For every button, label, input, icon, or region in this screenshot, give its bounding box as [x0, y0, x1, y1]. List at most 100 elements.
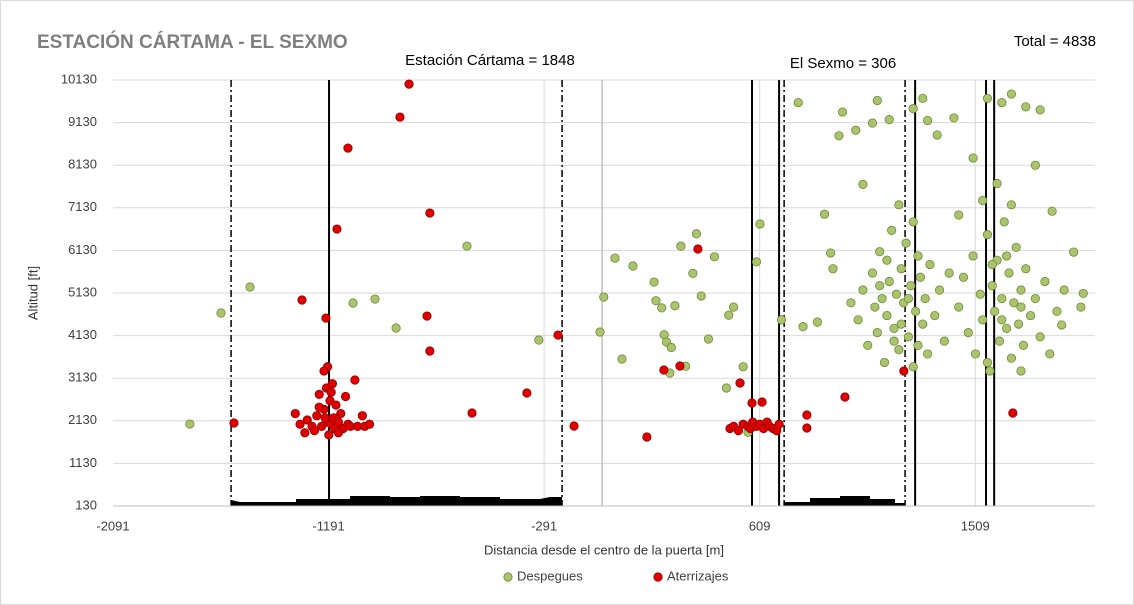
- point: [776, 315, 787, 325]
- point: [840, 392, 850, 402]
- point: [628, 261, 638, 271]
- point: [1021, 102, 1031, 112]
- x-tick-label: 609: [749, 518, 771, 533]
- point: [1009, 298, 1019, 308]
- point: [982, 93, 993, 103]
- point: [922, 115, 933, 126]
- y-tick-label: 3130: [68, 370, 97, 385]
- point: [944, 268, 954, 278]
- point: [1004, 268, 1014, 278]
- point: [1006, 89, 1017, 99]
- point: [913, 251, 923, 261]
- point: [728, 302, 739, 312]
- point: [357, 411, 367, 421]
- point: [997, 315, 1007, 325]
- point: [343, 143, 353, 153]
- point: [894, 200, 904, 210]
- point: [867, 118, 878, 128]
- x-axis-label: Distancia desde el centro de la puerta […: [484, 542, 724, 557]
- point: [968, 153, 978, 163]
- point: [975, 289, 985, 299]
- point: [340, 391, 351, 402]
- point: [610, 253, 620, 263]
- point: [908, 362, 918, 372]
- y-tick-label: 130: [75, 497, 97, 512]
- point: [1002, 323, 1012, 333]
- point: [691, 229, 702, 239]
- point: [599, 292, 609, 302]
- point: [863, 340, 873, 350]
- point: [404, 79, 414, 89]
- point: [968, 251, 978, 261]
- point: [882, 255, 892, 265]
- point: [970, 349, 981, 359]
- point: [1025, 310, 1036, 321]
- point: [675, 361, 685, 371]
- point: [872, 328, 882, 338]
- point: [858, 285, 868, 295]
- point: [336, 408, 346, 419]
- point: [932, 130, 942, 140]
- point: [688, 268, 698, 279]
- point: [872, 95, 882, 106]
- point: [1030, 160, 1040, 170]
- legend-marker: [503, 572, 513, 582]
- point: [229, 418, 239, 428]
- point: [999, 217, 1009, 227]
- point: [896, 264, 906, 274]
- point: [1069, 247, 1079, 257]
- point: [802, 423, 812, 433]
- point: [1059, 285, 1069, 295]
- point: [922, 349, 933, 359]
- point: [802, 410, 812, 420]
- point: [889, 323, 899, 333]
- point: [670, 301, 680, 311]
- point: [651, 296, 661, 306]
- point: [216, 308, 226, 318]
- point: [918, 319, 928, 329]
- y-tick-label: 2130: [68, 412, 97, 427]
- point: [990, 306, 1000, 316]
- point: [724, 310, 734, 320]
- point: [1016, 366, 1026, 376]
- point: [395, 112, 405, 122]
- point: [812, 317, 823, 327]
- point: [333, 417, 343, 427]
- point: [903, 293, 914, 304]
- point: [834, 131, 844, 141]
- point: [925, 259, 935, 270]
- point: [755, 219, 765, 229]
- point: [370, 294, 380, 304]
- legend-label: Despegues: [517, 568, 583, 583]
- legend-label: Aterrizajes: [667, 568, 729, 583]
- point: [314, 389, 324, 399]
- point: [846, 298, 856, 308]
- annotation: El Sexmo = 306: [790, 55, 896, 72]
- point: [297, 295, 307, 305]
- point: [425, 346, 435, 356]
- point: [245, 282, 255, 292]
- point: [825, 248, 836, 258]
- point: [954, 302, 964, 312]
- point: [659, 365, 669, 375]
- point: [332, 224, 342, 234]
- point: [522, 388, 532, 398]
- point: [747, 398, 757, 408]
- point: [1057, 320, 1067, 330]
- point: [853, 315, 863, 325]
- point: [331, 400, 341, 410]
- annotation: Estación Cártama = 1848: [405, 52, 575, 69]
- chart-title: ESTACIÓN CÁRTAMA - EL SEXMO: [37, 31, 348, 53]
- y-tick-label: 10130: [61, 71, 97, 86]
- point: [185, 419, 195, 429]
- point: [987, 259, 997, 270]
- point: [703, 334, 714, 344]
- point: [333, 428, 343, 438]
- point: [709, 252, 720, 262]
- point: [326, 387, 336, 397]
- point: [896, 319, 906, 329]
- point: [1016, 302, 1026, 312]
- point: [467, 408, 477, 418]
- point: [321, 313, 331, 323]
- point: [666, 342, 676, 353]
